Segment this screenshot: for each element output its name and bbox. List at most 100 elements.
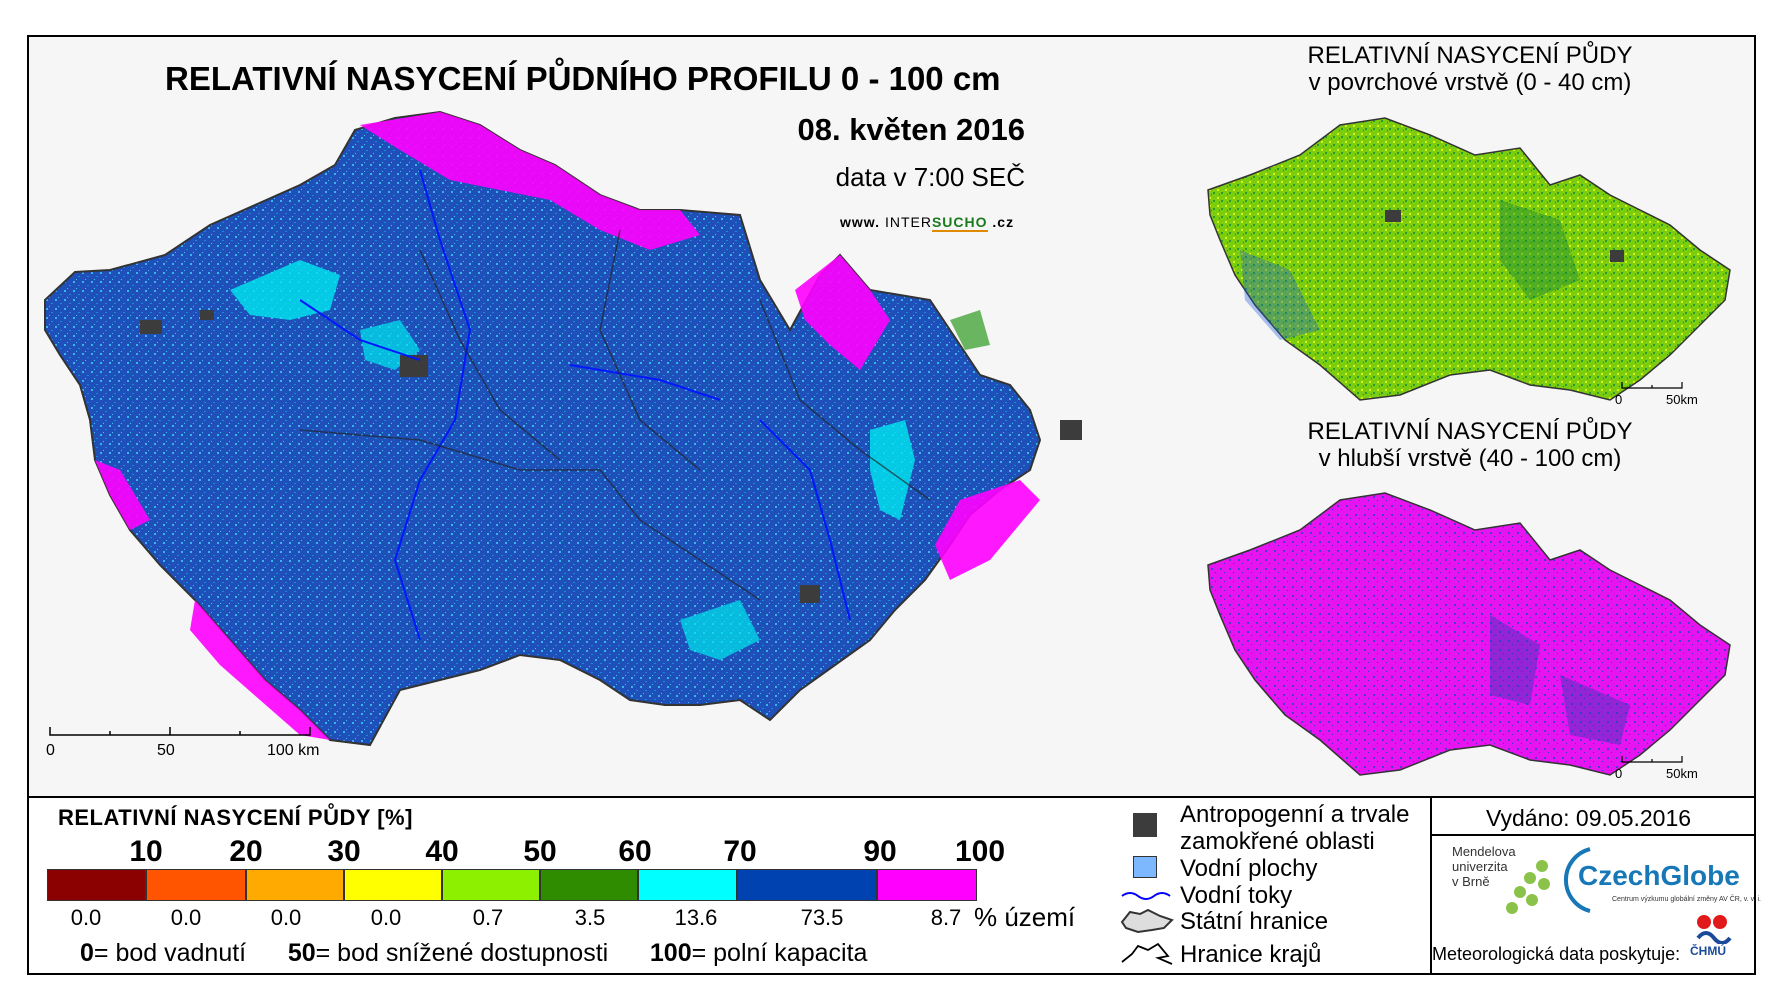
legend-color-60-70 — [638, 869, 737, 901]
legend-color-30-40 — [344, 869, 442, 901]
legend-percentage: 0.0 — [370, 905, 402, 930]
legend-color-10-20 — [146, 869, 246, 901]
def-capacity-num: 100 — [649, 939, 692, 967]
bottom-map-scale-0: 0 — [1615, 766, 1623, 781]
anthropogenic-area — [140, 320, 162, 334]
url-brand-b: SUCHO — [931, 214, 988, 232]
data-provider-text: Meteorologická data poskytuje: — [1432, 944, 1681, 964]
saturation-area-cyan — [870, 420, 915, 520]
chmu-logo-text: ČHMÚ — [1690, 944, 1726, 958]
mendel-line-1: Mendelova — [1452, 844, 1516, 859]
legend-region-border: Hranice krajů — [1180, 941, 1322, 968]
legend-color-90-100 — [877, 869, 977, 901]
legend-color-0-10 — [47, 869, 146, 901]
saturation-area-high — [360, 112, 700, 250]
legend-percentage: 0.0 — [70, 905, 102, 930]
legend-percentage: 8.7 — [930, 905, 962, 930]
legend-color-50-60 — [540, 869, 638, 901]
main-scale-bar — [49, 727, 311, 736]
mendel-line-2: univerzita — [1452, 859, 1508, 874]
main-scale-100: 100 km — [267, 742, 320, 759]
def-reduced: = bod snížené dostupnosti — [315, 939, 609, 967]
issued-date: Vydáno: 09.05.2016 — [1486, 805, 1692, 831]
map-time: data v 7:00 SEČ — [835, 162, 1025, 192]
top-map-scale-50: 50km — [1666, 392, 1698, 407]
stream-line-icon — [1121, 892, 1171, 900]
legend-title: RELATIVNÍ NASYCENÍ PŮDY [%] — [58, 805, 413, 830]
legend-anthropogenic-2: zamokřené oblasti — [1180, 828, 1375, 855]
url-suffix: .cz — [992, 214, 1015, 230]
saturation-area-high — [795, 255, 890, 370]
main-scale-50: 50 — [157, 742, 175, 759]
map-bottom-title-2: v hlubší vrstvě (40 - 100 cm) — [1318, 445, 1622, 472]
region-borders — [299, 229, 931, 601]
def-wilting: = bod vadnutí — [93, 939, 247, 967]
legend-percentage: 73.5 — [800, 905, 844, 930]
czechglobe-arc-icon — [1563, 847, 1591, 913]
surface-layer-map — [1207, 117, 1731, 401]
czech-territory-deep — [1207, 492, 1731, 776]
deep-layer-map — [1207, 492, 1731, 776]
bottom-map-scale-50: 50km — [1666, 766, 1698, 781]
mendel-university-logo: Mendelova univerzita v Brně — [1452, 844, 1516, 889]
saturation-area-cyan — [230, 260, 340, 320]
map-bottom-title-1: RELATIVNÍ NASYCENÍ PŮDY — [1307, 418, 1633, 445]
legend-percentage: 0.7 — [472, 905, 504, 930]
top-map-scale-0: 0 — [1615, 392, 1623, 407]
def-capacity: = polní kapacita — [691, 939, 868, 967]
river-lines — [299, 169, 851, 641]
legend-tick: 50 — [523, 835, 557, 868]
legend-percentage: 0.0 — [270, 905, 302, 930]
url-prefix: www. — [840, 214, 881, 230]
def-reduced-num: 50 — [287, 939, 316, 967]
anthropogenic-area-ostrava — [1060, 420, 1082, 440]
chmu-logo-icon — [1696, 915, 1732, 944]
saturation-area-high — [190, 600, 330, 740]
legend-tick: 20 — [229, 835, 263, 868]
main-scale-0: 0 — [46, 742, 55, 759]
legend-tick: 60 — [618, 835, 652, 868]
legend-tick: 30 — [327, 835, 361, 868]
legend-pct-unit: % území — [974, 902, 1076, 932]
legend-color-70-90 — [737, 869, 877, 901]
map-date: 08. květen 2016 — [797, 112, 1025, 147]
legend-percentage: 3.5 — [574, 905, 606, 930]
legend-anthropogenic-1: Antropogenní a trvale — [1180, 801, 1410, 828]
legend-water-areas: Vodní plochy — [1180, 855, 1318, 882]
legend-tick: 70 — [723, 835, 757, 868]
legend-water-streams: Vodní toky — [1180, 882, 1293, 909]
legend-tick: 90 — [863, 835, 897, 868]
intersucho-url[interactable]: www. INTERSUCHO .cz — [840, 214, 1015, 232]
legend-percentage: 0.0 — [170, 905, 202, 930]
saturation-area-high — [95, 460, 150, 530]
legend-tick: 100 — [954, 835, 1006, 868]
mendel-dots-icon — [1506, 860, 1550, 914]
saturation-area-high — [935, 480, 1040, 580]
legend-percentage: 13.6 — [674, 905, 718, 930]
czechglobe-subtitle: Centrum výzkumu globální změny AV ČR, v.… — [1612, 896, 1761, 903]
legend-separator-h — [1430, 834, 1756, 836]
czechglobe-logo: CzechGlobe — [1578, 860, 1740, 891]
saturation-area-cyan — [680, 600, 760, 660]
map-top-title-1: RELATIVNÍ NASYCENÍ PŮDY — [1307, 42, 1633, 69]
legend-separator — [1430, 796, 1432, 975]
url-brand-a: INTER — [884, 214, 932, 230]
region-border-icon — [1121, 942, 1173, 965]
anthropogenic-area — [200, 310, 214, 320]
anthropogenic-area-prague — [400, 355, 428, 377]
legend-state-border: Státní hranice — [1180, 908, 1329, 935]
legend-color-40-50 — [442, 869, 540, 901]
mendel-line-3: v Brně — [1452, 874, 1490, 889]
anthropogenic-swatch — [1133, 813, 1157, 837]
legend-color-20-30 — [246, 869, 344, 901]
water-area-swatch — [1133, 856, 1157, 878]
legend-tick: 10 — [129, 835, 163, 868]
top-map-scale-bar — [1621, 382, 1683, 389]
anthropogenic-area-brno — [800, 585, 820, 603]
czech-territory-surface — [1207, 117, 1731, 401]
state-border-icon — [1120, 908, 1174, 934]
legend-tick: 40 — [425, 835, 459, 868]
map-top-title-2: v povrchové vrstvě (0 - 40 cm) — [1308, 69, 1632, 96]
def-wilting-num: 0 — [80, 939, 94, 967]
